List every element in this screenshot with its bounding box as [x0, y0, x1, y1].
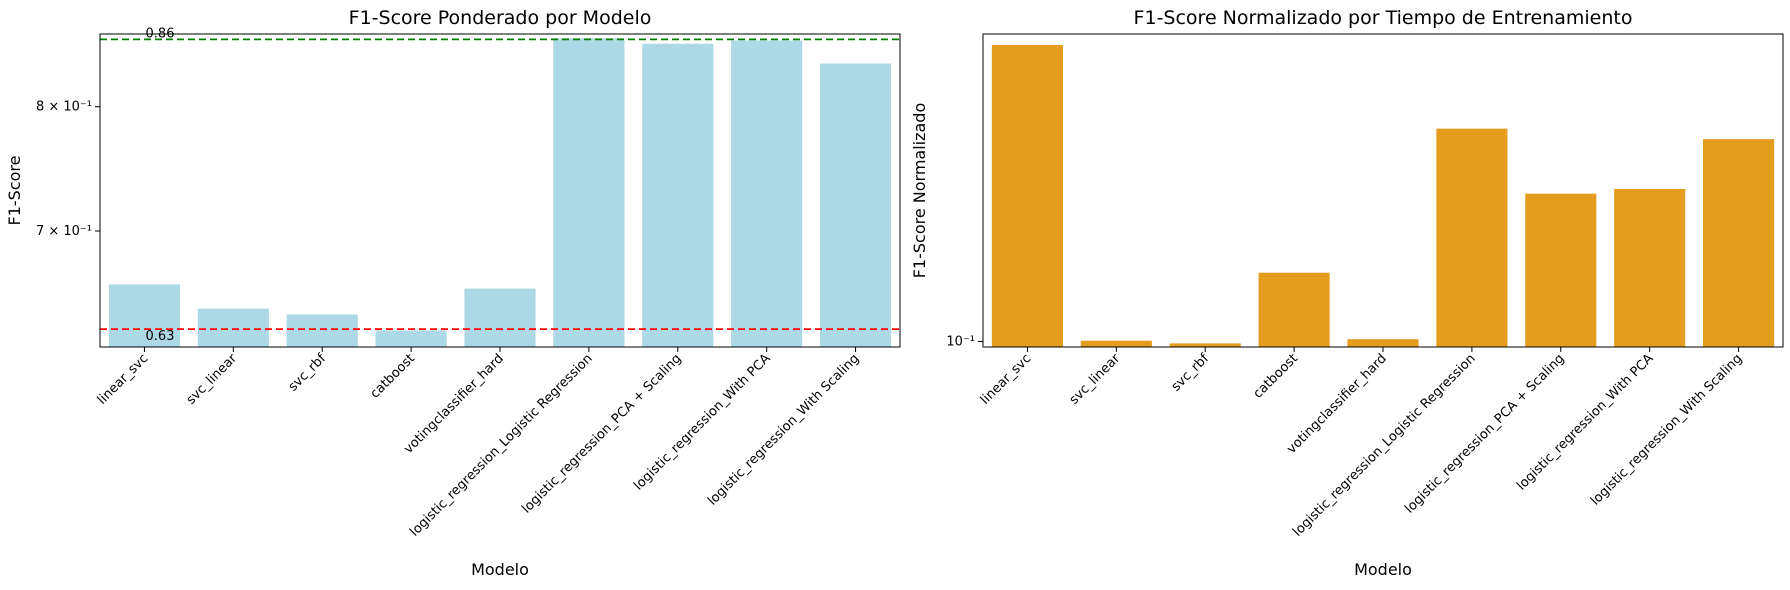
x-tick-label: linear_svc — [978, 351, 1034, 407]
x-tick-label: svc_linear — [184, 351, 241, 408]
bar — [197, 308, 269, 347]
x-tick-label: logistic_regression_PCA + Scaling — [519, 351, 684, 516]
bar — [1080, 340, 1152, 347]
x-tick-label: svc_linear — [1067, 351, 1124, 408]
reference-line-label: 0.63 — [146, 329, 175, 344]
x-tick-label: logistic_regression_With Scaling — [1588, 351, 1745, 508]
x-tick-label: logistic_regression_Logistic Regression — [407, 351, 595, 539]
bar — [642, 43, 714, 347]
y-axis-label: F1-Score — [5, 156, 24, 226]
bar — [1436, 128, 1508, 347]
x-tick-label: votingclassifier_hard — [401, 351, 507, 457]
y-axis-label: F1-Score Normalizado — [910, 103, 929, 279]
x-tick-label: logistic_regression_PCA + Scaling — [1402, 351, 1567, 516]
bar — [731, 40, 803, 348]
x-tick-label: linear_svc — [95, 351, 151, 407]
bar — [375, 330, 447, 347]
bar — [464, 288, 536, 347]
x-tick-label: catboost — [1251, 351, 1301, 401]
x-tick-label: votingclassifier_hard — [1284, 351, 1390, 457]
bar — [1525, 193, 1597, 347]
bar — [108, 284, 180, 347]
x-axis-label: Modelo — [471, 560, 529, 579]
x-tick-label: catboost — [368, 351, 418, 401]
bar — [1258, 272, 1330, 347]
y-tick-label: 8 × 10⁻¹ — [36, 100, 92, 115]
bar — [1703, 139, 1775, 347]
x-tick-label: svc_rbf — [286, 351, 330, 395]
bar — [1614, 189, 1686, 347]
chart-title: F1-Score Ponderado por Modelo — [349, 7, 652, 29]
bar — [1169, 343, 1241, 347]
bar — [991, 44, 1063, 348]
bar — [286, 314, 358, 347]
x-axis-label: Modelo — [1354, 560, 1412, 579]
bar — [1347, 339, 1419, 347]
y-tick-label: 7 × 10⁻¹ — [36, 224, 92, 239]
x-tick-label: logistic_regression_With Scaling — [705, 351, 862, 508]
x-tick-label: logistic_regression_Logistic Regression — [1290, 351, 1478, 539]
chart-title: F1-Score Normalizado por Tiempo de Entre… — [1134, 7, 1633, 29]
x-tick-label: svc_rbf — [1169, 351, 1213, 395]
bar — [553, 38, 625, 347]
y-tick-label: 10⁻¹ — [946, 334, 975, 349]
bar — [820, 63, 892, 348]
